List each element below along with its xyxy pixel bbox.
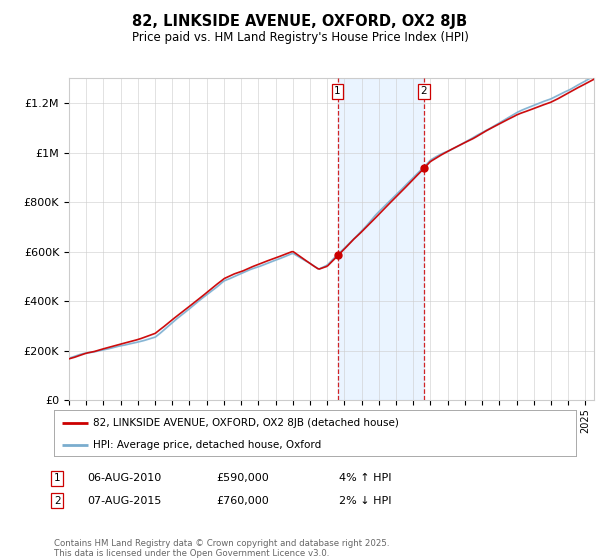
Text: 07-AUG-2015: 07-AUG-2015 [87, 496, 161, 506]
Text: 82, LINKSIDE AVENUE, OXFORD, OX2 8JB: 82, LINKSIDE AVENUE, OXFORD, OX2 8JB [133, 14, 467, 29]
Text: 2% ↓ HPI: 2% ↓ HPI [339, 496, 391, 506]
Text: 1: 1 [334, 86, 341, 96]
Text: Contains HM Land Registry data © Crown copyright and database right 2025.
This d: Contains HM Land Registry data © Crown c… [54, 539, 389, 558]
Bar [338, 78, 424, 400]
Text: 82, LINKSIDE AVENUE, OXFORD, OX2 8JB (detached house): 82, LINKSIDE AVENUE, OXFORD, OX2 8JB (de… [93, 418, 399, 428]
Text: 1: 1 [54, 473, 61, 483]
Text: 2: 2 [54, 496, 61, 506]
Text: HPI: Average price, detached house, Oxford: HPI: Average price, detached house, Oxfo… [93, 440, 322, 450]
Text: 2: 2 [420, 86, 427, 96]
Text: Price paid vs. HM Land Registry's House Price Index (HPI): Price paid vs. HM Land Registry's House … [131, 31, 469, 44]
Text: 4% ↑ HPI: 4% ↑ HPI [339, 473, 391, 483]
Text: 06-AUG-2010: 06-AUG-2010 [87, 473, 161, 483]
Text: £760,000: £760,000 [216, 496, 269, 506]
Text: £590,000: £590,000 [216, 473, 269, 483]
